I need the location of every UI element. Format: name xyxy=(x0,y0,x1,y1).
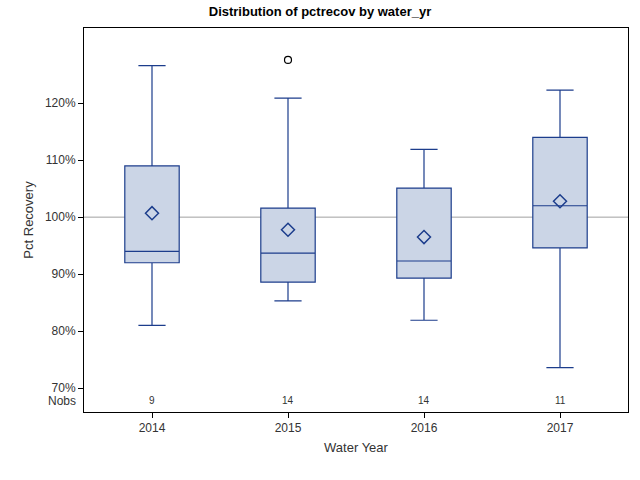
svg-text:2014: 2014 xyxy=(139,421,166,435)
svg-text:2016: 2016 xyxy=(411,421,438,435)
svg-text:Distribution of pctrecov by wa: Distribution of pctrecov by water_yr xyxy=(209,4,432,19)
svg-text:70%: 70% xyxy=(52,381,76,395)
svg-text:80%: 80% xyxy=(52,324,76,338)
svg-text:120%: 120% xyxy=(45,96,76,110)
svg-text:2017: 2017 xyxy=(547,421,574,435)
svg-text:Water Year: Water Year xyxy=(324,440,389,455)
svg-text:2015: 2015 xyxy=(275,421,302,435)
svg-text:14: 14 xyxy=(282,395,294,406)
svg-text:90%: 90% xyxy=(52,267,76,281)
svg-text:Pct Recovery: Pct Recovery xyxy=(21,181,36,259)
svg-text:11: 11 xyxy=(555,395,566,406)
svg-text:Nobs: Nobs xyxy=(48,394,76,408)
svg-text:9: 9 xyxy=(149,395,155,406)
svg-text:14: 14 xyxy=(418,395,430,406)
svg-text:110%: 110% xyxy=(46,153,76,167)
svg-text:100%: 100% xyxy=(45,210,76,224)
